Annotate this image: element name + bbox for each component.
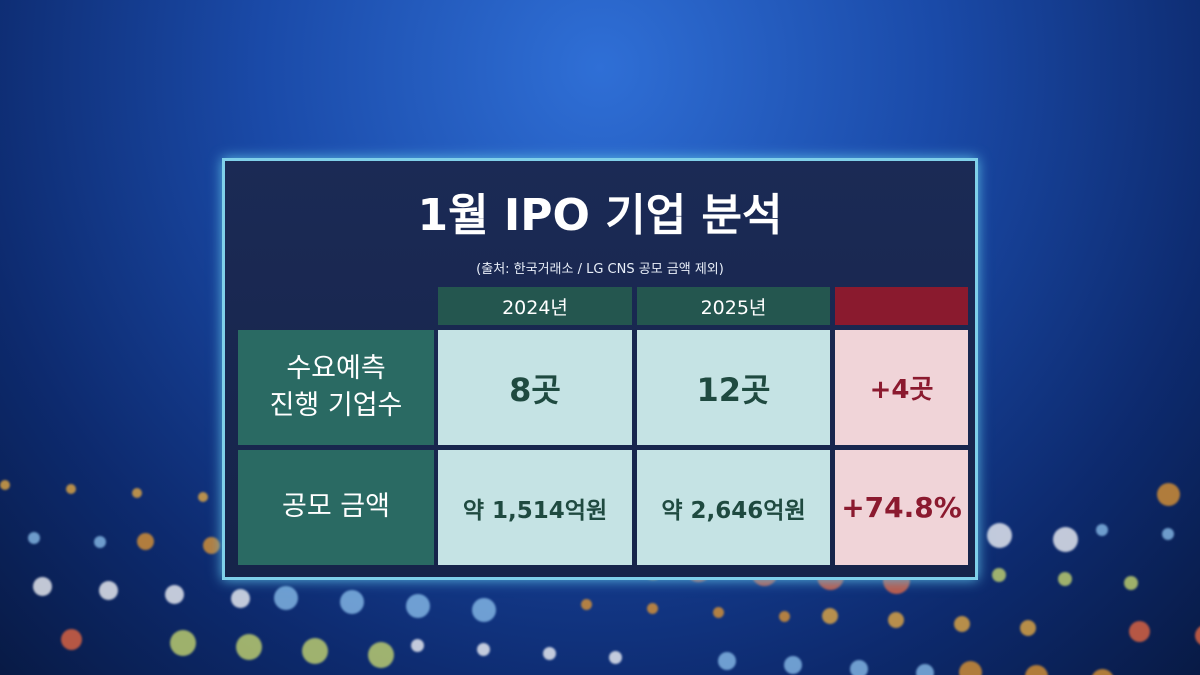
light [477,643,490,656]
value-cell: 12곳 [637,330,830,445]
light [1124,576,1138,590]
light [581,599,592,610]
change-cell: +4곳 [835,330,968,445]
light [543,647,556,660]
light [198,492,208,502]
value-cell: 약 1,514억원 [438,450,632,565]
light [1020,620,1036,636]
light [1025,665,1048,675]
value-cell: 약 2,646억원 [637,450,830,565]
light [987,523,1012,548]
source-note: (출처: 한국거래소 / LG CNS 공모 금액 제외) [476,261,724,277]
title: 1월 IPO 기업 분석 [417,190,783,241]
light [274,586,298,610]
column-header: 2024년 [438,287,632,325]
light [99,581,118,600]
light [1129,621,1150,642]
light [822,608,838,624]
light [959,661,982,675]
light [647,603,658,614]
column-header-accent [835,287,968,325]
light [954,616,970,632]
light [203,537,220,554]
light [1053,527,1078,552]
light [406,594,430,618]
light [0,480,10,490]
info-panel: 1월 IPO 기업 분석 (출처: 한국거래소 / LG CNS 공모 금액 제… [222,158,978,580]
light [137,533,154,550]
light [61,629,82,650]
light [94,536,106,548]
row-label: 공모 금액 [238,450,434,565]
light [368,642,394,668]
light [1162,528,1174,540]
light [916,664,934,675]
row-label-line: 진행 기업수 [269,389,403,421]
light [850,660,868,675]
light [236,634,262,660]
light [1058,572,1072,586]
light [784,656,802,674]
light [888,612,904,628]
row-label-line: 수요예측 [286,353,386,385]
value-cell: 8곳 [438,330,632,445]
light [33,577,52,596]
light [779,611,790,622]
light [1157,483,1180,506]
light [132,488,142,498]
light [718,652,736,670]
light [231,589,250,608]
light [472,598,496,622]
light [992,568,1006,582]
light [66,484,76,494]
light [170,630,196,656]
light [1091,669,1114,675]
change-cell: +74.8% [835,450,968,565]
light [609,651,622,664]
light [411,639,424,652]
light [1096,524,1108,536]
column-header: 2025년 [637,287,830,325]
light [713,607,724,618]
light [165,585,184,604]
row-label-line: 공모 금액 [282,491,390,523]
light [1195,625,1200,646]
light [340,590,364,614]
light [302,638,328,664]
light [28,532,40,544]
